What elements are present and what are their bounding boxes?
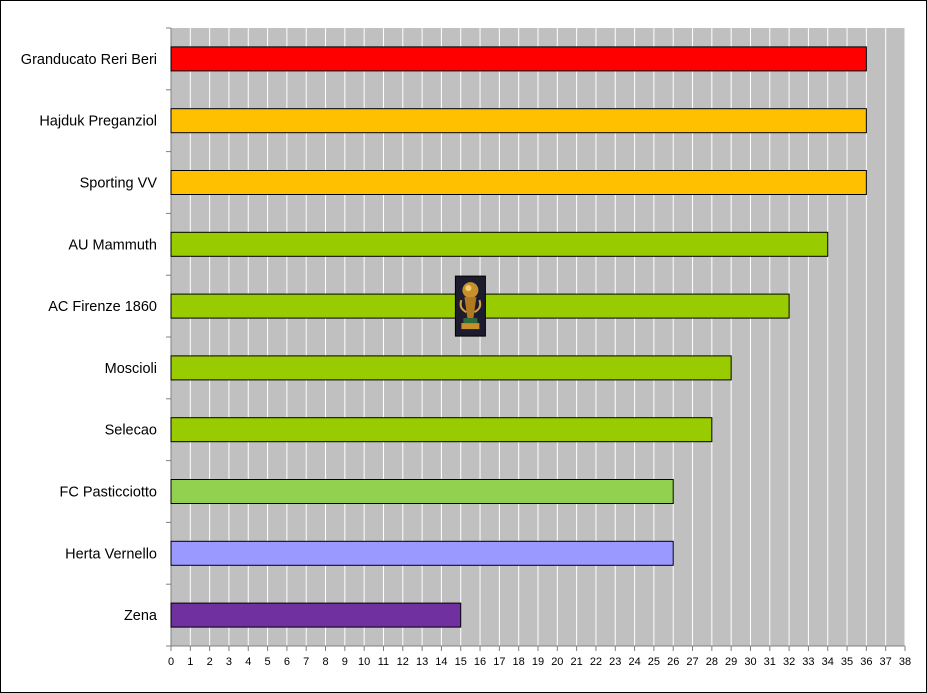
x-tick-label: 4 (245, 656, 251, 668)
x-tick-label: 28 (706, 656, 718, 668)
category-label: FC Pasticciotto (60, 485, 158, 501)
bar (170, 417, 713, 443)
bar (170, 540, 674, 566)
x-tick-label: 36 (860, 656, 872, 668)
x-tick-label: 23 (609, 656, 621, 668)
bar (170, 602, 462, 628)
x-tick-label: 7 (303, 656, 309, 668)
x-tick-label: 20 (551, 656, 563, 668)
bar (170, 170, 867, 195)
x-tick-label: 0 (168, 656, 174, 668)
x-tick-label: 14 (435, 656, 447, 668)
x-tick-label: 16 (474, 656, 486, 668)
x-tick-label: 29 (725, 656, 737, 668)
x-tick-label: 10 (358, 656, 370, 668)
x-tick-label: 3 (226, 656, 232, 668)
x-tick-label: 25 (648, 656, 660, 668)
category-label: AC Firenze 1860 (48, 299, 157, 315)
bar (170, 355, 732, 381)
x-tick-label: 15 (455, 656, 467, 668)
x-tick-label: 22 (590, 656, 602, 668)
x-tick-label: 33 (802, 656, 814, 668)
x-tick-label: 37 (880, 656, 892, 668)
x-tick-label: 24 (628, 656, 640, 668)
x-tick-label: 34 (822, 656, 834, 668)
x-tick-label: 35 (841, 656, 853, 668)
x-tick-label: 11 (378, 656, 389, 668)
x-tick-label: 38 (899, 656, 911, 668)
category-label: Selecao (105, 423, 157, 439)
category-label: Granducato Reri Beri (21, 52, 157, 68)
category-label: Hajduk Preganziol (39, 114, 157, 130)
category-label: AU Mammuth (68, 237, 157, 253)
x-tick-label: 30 (744, 656, 756, 668)
bar (170, 479, 674, 504)
bar (170, 108, 867, 134)
x-tick-label: 18 (513, 656, 525, 668)
category-label: Zena (124, 608, 158, 624)
x-tick-label: 19 (532, 656, 544, 668)
x-tick-label: 27 (686, 656, 698, 668)
category-label: Herta Vernello (65, 546, 157, 562)
category-label: Moscioli (105, 361, 157, 377)
x-tick-label: 21 (571, 656, 583, 668)
x-tick-label: 31 (764, 656, 776, 668)
bar (170, 46, 867, 72)
category-label: Sporting VV (80, 176, 158, 192)
x-tick-label: 5 (265, 656, 271, 668)
x-tick-label: 8 (322, 656, 328, 668)
x-tick-label: 6 (284, 656, 290, 668)
trophy-icon (454, 275, 486, 337)
x-tick-label: 13 (416, 656, 428, 668)
x-tick-label: 9 (342, 656, 348, 668)
bar (170, 231, 829, 257)
x-tick-label: 17 (493, 656, 505, 668)
x-tick-label: 1 (187, 656, 193, 668)
x-tick-label: 2 (207, 656, 213, 668)
x-tick-label: 12 (397, 656, 409, 668)
x-tick-label: 26 (667, 656, 679, 668)
x-tick-label: 32 (783, 656, 795, 668)
